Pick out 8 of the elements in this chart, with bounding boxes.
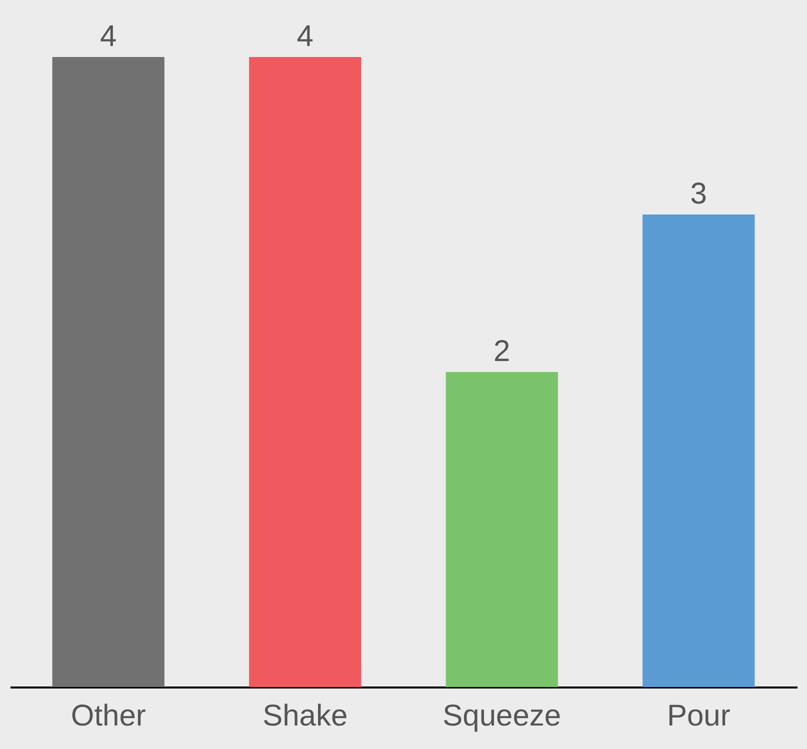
x-tick-label: Shake (262, 700, 348, 732)
data-label: 4 (296, 20, 314, 53)
x-tick-label: Pour (666, 700, 730, 732)
data-label: 3 (690, 178, 707, 210)
data-label: 4 (100, 20, 117, 53)
x-tick-label: Other (70, 700, 146, 732)
data-label: 2 (494, 335, 510, 368)
x-tick-label: Squeeze (442, 700, 562, 732)
